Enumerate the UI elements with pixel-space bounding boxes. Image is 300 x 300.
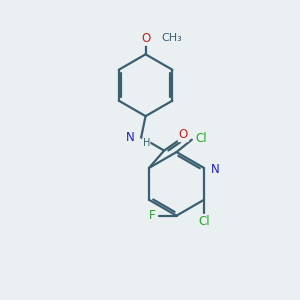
Text: N: N: [211, 163, 219, 176]
Text: Cl: Cl: [198, 215, 210, 228]
Text: O: O: [141, 32, 150, 45]
Text: CH₃: CH₃: [162, 33, 182, 43]
Text: N: N: [126, 131, 135, 144]
Text: Cl: Cl: [195, 132, 207, 145]
Text: H: H: [142, 138, 150, 148]
Text: O: O: [178, 128, 188, 141]
Text: F: F: [149, 209, 156, 222]
